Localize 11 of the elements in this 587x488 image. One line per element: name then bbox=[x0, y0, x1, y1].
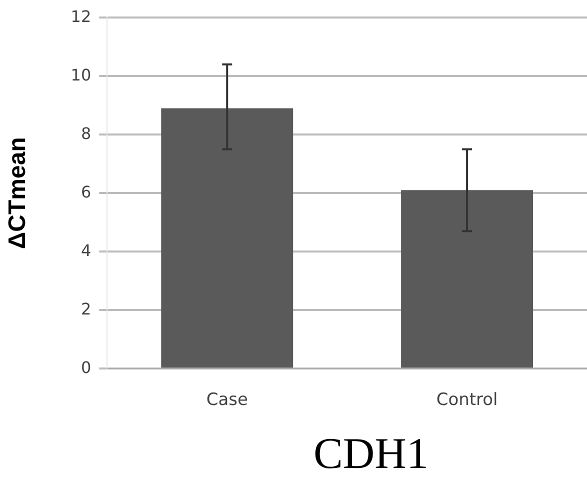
y-tick-label: 2 bbox=[80, 299, 92, 318]
y-tick-label: 4 bbox=[80, 240, 92, 260]
x-tick-label: Case bbox=[206, 390, 248, 410]
text: CDH1 bbox=[312, 428, 430, 479]
y-tick-label: 0 bbox=[80, 358, 92, 377]
x-tick-label: Control bbox=[436, 390, 498, 410]
y-tick-label: 6 bbox=[80, 182, 92, 202]
y-tick-label: 12 bbox=[70, 6, 92, 26]
y-axis-title: ΔCTmean bbox=[4, 137, 32, 250]
y-tick-label: 8 bbox=[80, 124, 92, 143]
y-tick-label: 10 bbox=[70, 65, 92, 84]
